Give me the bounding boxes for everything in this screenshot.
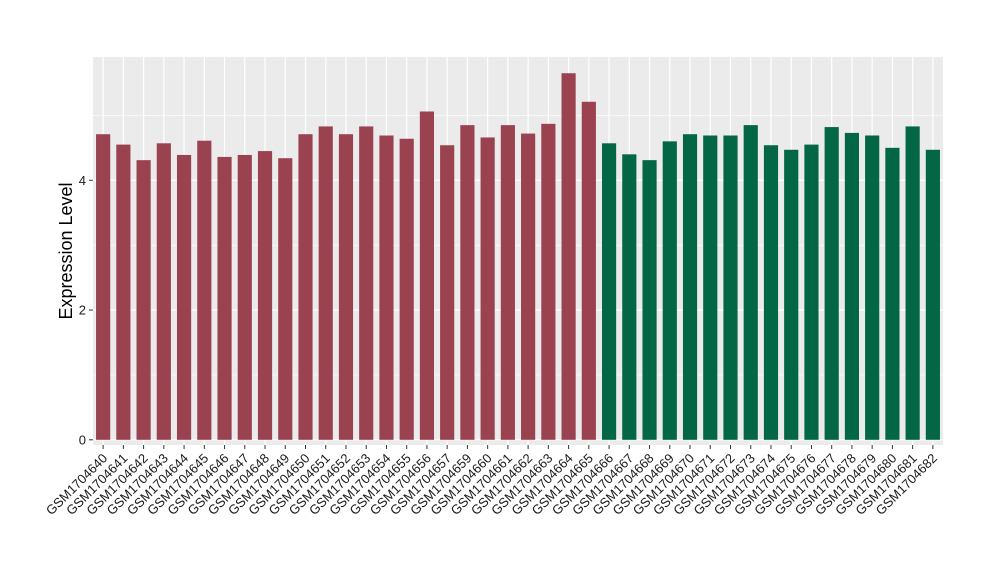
y-axis: 0 2 4: [79, 173, 93, 447]
bar-GSM1704646: [217, 156, 232, 440]
bar-GSM1704647: [237, 154, 252, 440]
bar-GSM1704661: [500, 125, 515, 440]
bar-GSM1704674: [763, 145, 779, 440]
bar-GSM1704668: [642, 160, 657, 440]
bar-GSM1704662: [521, 133, 536, 440]
bar-GSM1704650: [298, 134, 313, 440]
y-tick-label: 0: [79, 432, 86, 447]
bar-GSM1704648: [257, 151, 273, 440]
bar-GSM1704644: [176, 154, 192, 440]
bar-GSM1704667: [622, 154, 637, 440]
x-axis: GSM1704640GSM1704641GSM1704642GSM1704643…: [43, 445, 940, 518]
bar-GSM1704682: [925, 149, 940, 440]
bar-GSM1704664: [561, 73, 576, 440]
bar-GSM1704679: [865, 135, 880, 440]
bar-GSM1704671: [703, 135, 718, 440]
plot-panel: [93, 57, 943, 445]
bar-GSM1704653: [359, 126, 374, 440]
y-tick-label: 4: [79, 173, 86, 188]
bar-GSM1704676: [804, 144, 819, 440]
bar-GSM1704651: [318, 126, 333, 440]
bar-GSM1704673: [743, 125, 758, 440]
bars: [96, 73, 940, 440]
bar-GSM1704665: [581, 101, 596, 440]
bar-GSM1704680: [885, 147, 900, 440]
bar-GSM1704654: [379, 135, 394, 440]
bar-GSM1704660: [480, 137, 495, 440]
bar-GSM1704641: [116, 144, 131, 440]
bar-GSM1704681: [905, 126, 920, 440]
bar-GSM1704666: [601, 143, 617, 440]
y-axis-label: Expression Level: [56, 182, 76, 319]
bar-GSM1704645: [197, 140, 212, 440]
bar-GSM1704672: [723, 135, 738, 440]
bar-GSM1704663: [541, 123, 556, 440]
bar-GSM1704656: [419, 111, 435, 440]
bar-GSM1704669: [662, 141, 677, 440]
bar-GSM1704659: [460, 125, 475, 440]
bar-GSM1704675: [784, 149, 799, 440]
bar-GSM1704640: [96, 134, 111, 440]
bar-GSM1704670: [682, 134, 698, 440]
bar-GSM1704678: [844, 132, 860, 440]
bar-GSM1704643: [156, 143, 171, 440]
bar-GSM1704657: [440, 145, 455, 440]
bar-GSM1704642: [136, 160, 151, 440]
y-tick-label: 2: [79, 303, 86, 318]
bar-GSM1704655: [399, 138, 414, 440]
bar-GSM1704677: [824, 127, 839, 440]
bar-GSM1704652: [338, 134, 354, 440]
bar-GSM1704649: [278, 158, 293, 440]
